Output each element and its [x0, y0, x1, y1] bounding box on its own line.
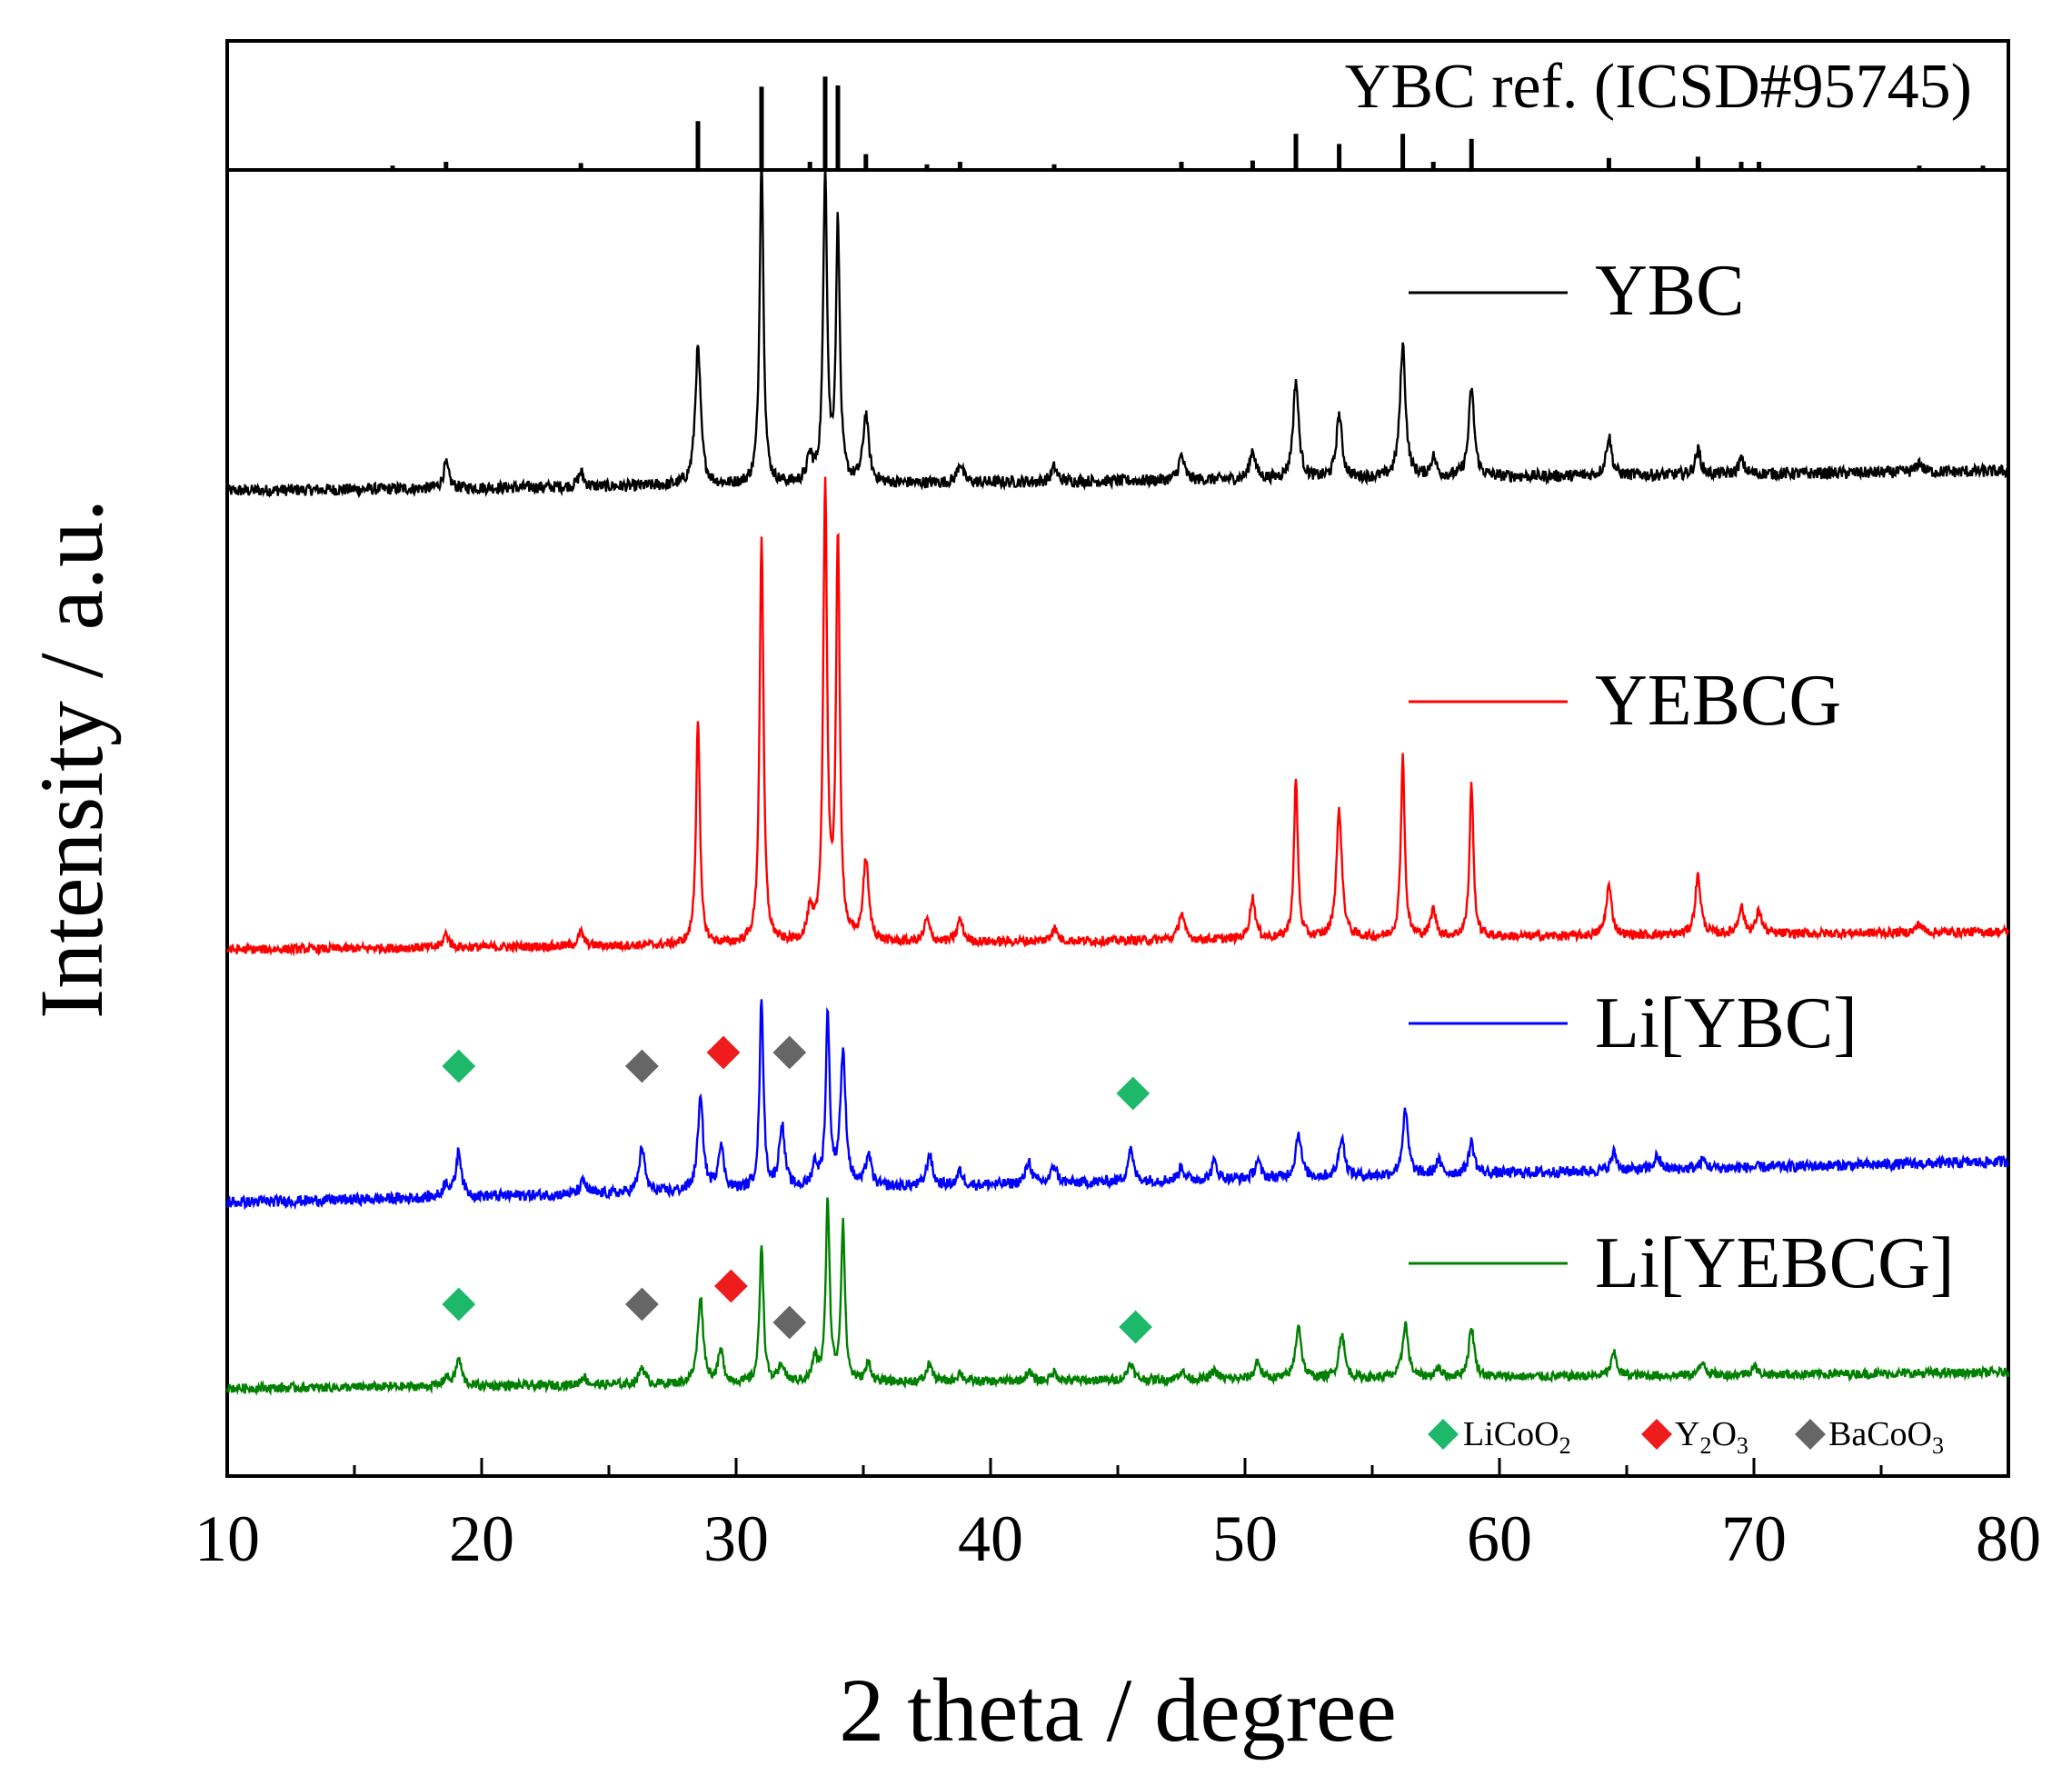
- x-tick-label-60: 60: [1467, 1502, 1532, 1575]
- legend-entry-li-ybc: Li[YBC]: [1409, 983, 1858, 1063]
- phase-marker-y2o3-2: [706, 1035, 741, 1070]
- phase-marker-bacoo3-6: [625, 1287, 659, 1322]
- phase-marker-licoo2-9: [1119, 1310, 1152, 1344]
- series-label-li-yebcg: Li[YEBCG]: [1595, 1223, 1955, 1303]
- x-tick-label-20: 20: [449, 1502, 514, 1575]
- legend-entry-yebcg: YEBCG: [1409, 661, 1841, 741]
- phase-markers: [442, 1035, 1152, 1344]
- phase-marker-bacoo3-1: [625, 1049, 659, 1083]
- phase-marker-licoo2-5: [442, 1287, 476, 1322]
- marker-legend-bacoo3-label: BaCoO3: [1828, 1415, 1944, 1459]
- series-legend: YBC YEBCG Li[YBC] Li[YEBCG]: [1409, 251, 1955, 1303]
- x-axis-title: 2 theta / degree: [839, 1660, 1397, 1761]
- x-tick-label-40: 40: [958, 1502, 1023, 1575]
- reference-peaks: [390, 76, 1986, 168]
- x-axis: 10 20 30 40 50 60 70 80: [194, 1458, 2041, 1575]
- legend-entry-li-yebcg: Li[YEBCG]: [1409, 1223, 1955, 1303]
- marker-legend-bacoo3: BaCoO3: [1795, 1415, 1944, 1459]
- phase-marker-y2o3-7: [714, 1269, 748, 1303]
- marker-legend-licoo2-label: LiCoO2: [1463, 1415, 1571, 1459]
- series-label-li-ybc: Li[YBC]: [1595, 983, 1858, 1063]
- y-axis-title: Intensity / a.u.: [21, 499, 122, 1019]
- phase-marker-licoo2-4: [1116, 1076, 1151, 1111]
- marker-legend-y2o3: Y2O3: [1641, 1415, 1748, 1459]
- phase-marker-bacoo3-8: [772, 1305, 807, 1340]
- reference-label: YBC ref. (ICSD#95745): [1345, 52, 1972, 122]
- series-label-ybc: YBC: [1595, 251, 1745, 331]
- marker-legend-bacoo3-symbol: [1795, 1419, 1826, 1450]
- legend-entry-ybc: YBC: [1409, 251, 1745, 331]
- marker-legend: LiCoO2 Y2O3 BaCoO3: [1428, 1415, 1944, 1459]
- series-lines: [225, 155, 2010, 1396]
- x-tick-label-10: 10: [194, 1502, 260, 1575]
- series-line-li-ybc: [225, 999, 2009, 1211]
- marker-legend-y2o3-label: Y2O3: [1675, 1415, 1748, 1459]
- reference-panel: YBC ref. (ICSD#95745): [225, 39, 2010, 172]
- x-tick-label-50: 50: [1212, 1502, 1278, 1575]
- series-line-li-yebcg: [225, 1197, 2010, 1396]
- phase-marker-bacoo3-3: [772, 1035, 807, 1070]
- series-line-yebcg: [225, 476, 2010, 957]
- series-label-yebcg: YEBCG: [1595, 661, 1841, 741]
- series-line-ybc: [225, 155, 2010, 499]
- x-tick-label-70: 70: [1721, 1502, 1787, 1575]
- x-tick-label-30: 30: [703, 1502, 769, 1575]
- phase-marker-licoo2-0: [442, 1049, 476, 1083]
- marker-legend-licoo2-symbol: [1428, 1419, 1459, 1450]
- x-tick-label-80: 80: [1976, 1502, 2041, 1575]
- marker-legend-licoo2: LiCoO2: [1428, 1415, 1571, 1459]
- marker-legend-y2o3-symbol: [1641, 1419, 1672, 1450]
